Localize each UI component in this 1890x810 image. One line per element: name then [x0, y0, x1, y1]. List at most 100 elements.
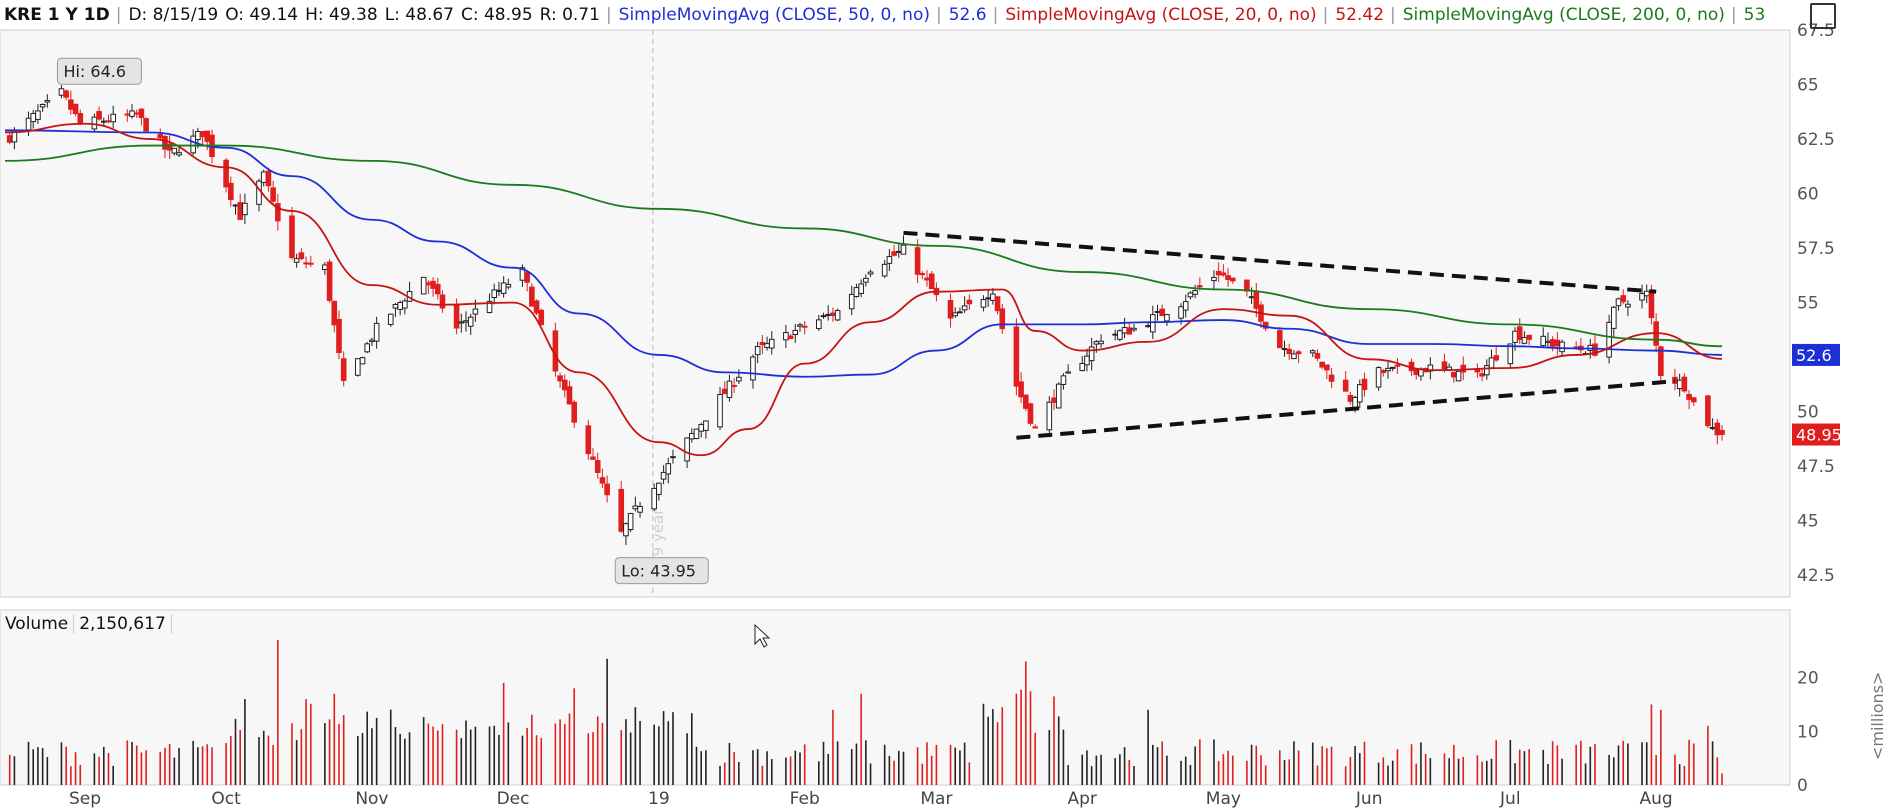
candle-body	[966, 299, 973, 305]
sma200-label[interactable]: SimpleMovingAvg (CLOSE, 200, 0, no)	[1402, 5, 1725, 25]
candle-body	[1690, 397, 1697, 403]
candle-body	[698, 424, 705, 432]
resistance-trendline[interactable]	[903, 230, 1657, 294]
candle-body	[736, 376, 742, 382]
candle-body	[1385, 367, 1391, 372]
candle-body	[1182, 301, 1189, 311]
candle-body	[590, 456, 596, 460]
candle-body	[1154, 310, 1161, 313]
candle-body	[693, 428, 700, 440]
time-tick-label: Oct	[211, 789, 241, 809]
candle-body	[863, 277, 869, 283]
candle-body	[1248, 296, 1255, 299]
candle-body	[1554, 339, 1561, 347]
svg-text:48.95: 48.95	[1796, 426, 1842, 445]
volume-label[interactable]: Volume	[0, 614, 75, 634]
candle-body	[1098, 340, 1104, 345]
support-trendline[interactable]	[1016, 379, 1676, 440]
candle-body	[881, 263, 888, 277]
candle-body	[143, 118, 149, 132]
candle-body	[1615, 298, 1622, 307]
candle-body	[1112, 333, 1118, 336]
candle-body	[439, 294, 446, 309]
volume-header: Volume 2,150,617	[0, 610, 172, 638]
price-tick-label: 42.5	[1797, 566, 1835, 586]
candle-body	[387, 313, 394, 325]
sma200-value: 53	[1743, 5, 1766, 25]
last-price-badge: 48.95	[1792, 423, 1842, 446]
candle-body	[1441, 361, 1448, 370]
chart-settings-icon[interactable]	[1810, 3, 1836, 29]
candle-body	[373, 322, 380, 342]
time-tick-label: Sep	[69, 789, 101, 809]
candle-body	[30, 113, 37, 123]
candle-body	[1253, 291, 1260, 309]
candle-body	[340, 358, 347, 381]
candle-body	[1643, 290, 1650, 297]
sma50-value: 52.6	[948, 5, 987, 25]
candle-body	[1719, 429, 1725, 436]
candle-body	[1178, 306, 1184, 319]
candle-body	[1639, 293, 1645, 301]
candle-body	[1065, 371, 1071, 374]
price-tick-label: 55	[1797, 294, 1819, 314]
time-tick-label: Jul	[1499, 789, 1521, 809]
candle-body	[552, 330, 559, 372]
candle-body	[195, 130, 201, 141]
candle-body	[1549, 339, 1556, 347]
candle-body	[430, 280, 436, 289]
candle-body	[91, 116, 98, 130]
candle-body	[1225, 275, 1231, 281]
candle-body	[1451, 371, 1457, 378]
candle-body	[1055, 383, 1062, 409]
candle-body	[331, 300, 338, 326]
close-readout: C: 48.95	[460, 5, 533, 25]
candle-body	[275, 203, 281, 222]
candle-body	[1455, 370, 1462, 382]
date-readout: D: 8/15/19	[128, 5, 219, 25]
candle-body	[1126, 327, 1133, 335]
candle-body	[1342, 379, 1349, 392]
candle-body	[463, 320, 469, 323]
sma20-label[interactable]: SimpleMovingAvg (CLOSE, 20, 0, no)	[1005, 5, 1317, 25]
candle-body	[1121, 327, 1128, 334]
svg-text:Hi: 64.6: Hi: 64.6	[63, 62, 126, 81]
candle-body	[834, 310, 841, 321]
candle-body	[1027, 403, 1034, 424]
sma50-label[interactable]: SimpleMovingAvg (CLOSE, 50, 0, no)	[618, 5, 930, 25]
candle-body	[1013, 326, 1020, 387]
price-tick-label: 60	[1797, 185, 1819, 205]
candle-body	[797, 324, 803, 327]
volume-panel	[0, 609, 1791, 786]
candle-body	[703, 420, 709, 431]
candle-body	[472, 308, 479, 315]
candle-body	[63, 90, 69, 98]
candle-body	[750, 356, 756, 381]
candle-body	[157, 134, 164, 139]
candle-body	[1686, 394, 1692, 400]
candle-body	[1117, 330, 1123, 340]
candle-body	[858, 283, 864, 294]
candle-body	[1295, 351, 1302, 355]
candle-body	[1192, 290, 1198, 295]
candle-body	[1705, 395, 1711, 427]
candle-body	[604, 483, 610, 496]
candle-body	[717, 394, 723, 428]
candle-body	[957, 311, 963, 314]
candle-body	[637, 506, 643, 513]
candle-body	[1220, 272, 1227, 276]
candle-body	[1352, 396, 1358, 408]
time-tick-label: Mar	[920, 789, 952, 809]
candle-body	[402, 300, 408, 309]
candle-body	[594, 460, 601, 473]
candle-body	[129, 110, 135, 117]
candle-body	[467, 316, 474, 327]
symbol-label[interactable]: KRE 1 Y 1D	[4, 5, 110, 25]
candle-body	[665, 463, 672, 475]
candle-body	[1084, 355, 1090, 366]
candle-body	[990, 293, 996, 301]
candle-body	[1507, 343, 1514, 365]
candle-body	[326, 261, 333, 301]
candle-body	[585, 425, 592, 455]
